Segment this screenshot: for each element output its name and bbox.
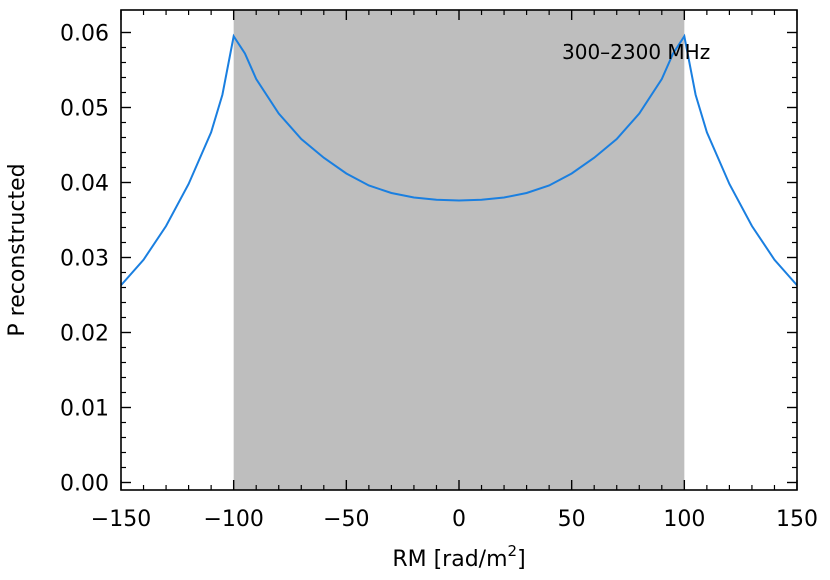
y-tick-label: 0.03 xyxy=(60,247,109,272)
chart-annotation: 300–2300 MHz xyxy=(562,40,710,64)
x-tick-label: 150 xyxy=(776,507,818,532)
x-tick-label: −50 xyxy=(323,507,369,532)
x-tick-label: −150 xyxy=(91,507,151,532)
x-axis-title-superscript: 2 xyxy=(508,542,518,560)
series-line-0 xyxy=(120,33,798,286)
x-tick-label: 0 xyxy=(452,507,466,532)
y-tick-label: 0.00 xyxy=(60,472,109,497)
x-axis-title-end: ] xyxy=(517,547,526,572)
y-tick-label: 0.04 xyxy=(60,172,109,197)
x-axis-title: RM [rad/m2] xyxy=(392,542,525,572)
x-tick-label: −100 xyxy=(203,507,263,532)
y-tick-label: 0.05 xyxy=(60,97,109,122)
x-axis-title-main: RM [rad/m xyxy=(392,547,507,572)
x-tick-label: 100 xyxy=(663,507,705,532)
y-axis-title: P reconstructed xyxy=(5,163,30,336)
x-tick-label: 50 xyxy=(558,507,586,532)
y-tick-label: 0.06 xyxy=(60,22,109,47)
shaded-band-region xyxy=(233,10,685,490)
y-tick-label: 0.01 xyxy=(60,397,109,422)
y-tick-label: 0.02 xyxy=(60,322,109,347)
